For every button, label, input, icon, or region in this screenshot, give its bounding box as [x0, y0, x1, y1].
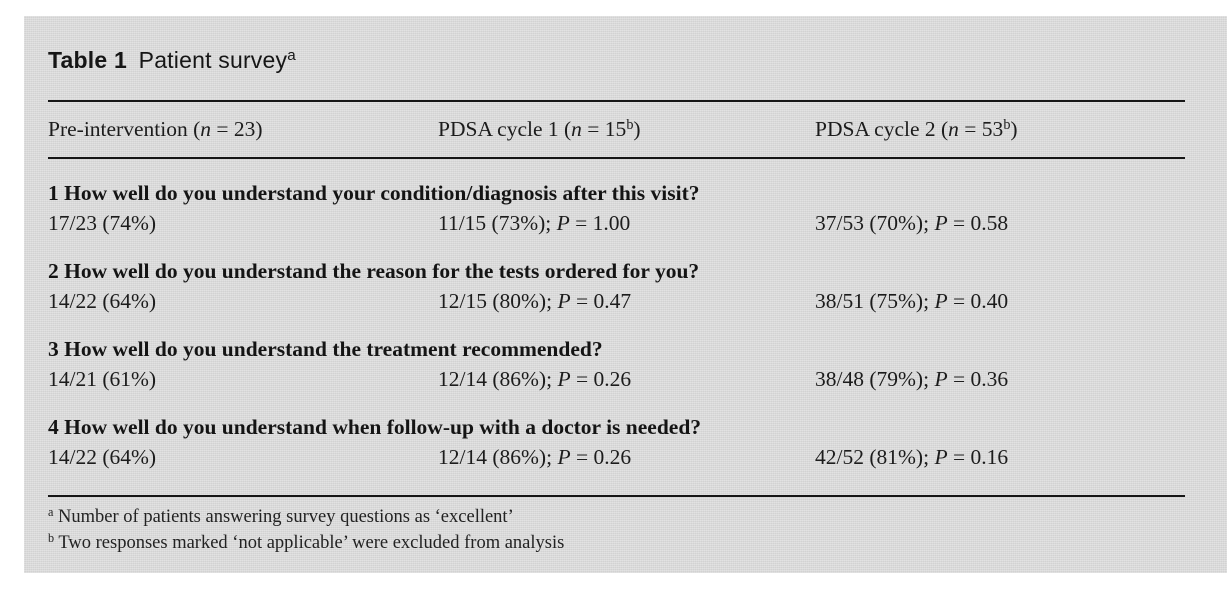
cell-pdsa-cycle-1: 12/14 (86%); P = 0.26: [438, 367, 632, 391]
cell-pdsa-cycle-1: 12/14 (86%); P = 0.26: [438, 445, 632, 469]
cell-pre-intervention: 14/22 (64%): [48, 289, 157, 313]
cell-pre-intervention: 14/22 (64%): [48, 445, 157, 469]
cell-pdsa-cycle-2: 38/51 (75%); P = 0.40: [815, 289, 1009, 313]
question-text: 1 How well do you understand your condit…: [48, 181, 700, 205]
cell-pre-intervention: 14/21 (61%): [48, 367, 157, 391]
cell-pdsa-cycle-2: 42/52 (81%); P = 0.16: [815, 445, 1009, 469]
column-header-pdsa-cycle-1: PDSA cycle 1 (n = 15b): [438, 116, 641, 141]
question-text: 2 How well do you understand the reason …: [48, 259, 700, 283]
table-header-row: Pre-intervention (n = 23) PDSA cycle 1 (…: [48, 102, 1185, 157]
footnote-a: a Number of patients answering survey qu…: [48, 504, 514, 527]
data-row: 14/22 (64%) 12/14 (86%); P = 0.26 42/52 …: [48, 443, 1185, 471]
data-row: 14/21 (61%) 12/14 (86%); P = 0.26 38/48 …: [48, 365, 1185, 393]
table-title: Table 1 Patient surveya: [48, 47, 296, 73]
data-row: 17/23 (74%) 11/15 (73%); P = 1.00 37/53 …: [48, 209, 1185, 237]
question-text: 4 How well do you understand when follow…: [48, 415, 702, 439]
column-header-pdsa-cycle-2: PDSA cycle 2 (n = 53b): [815, 116, 1018, 141]
table-rule-footnote-top: [48, 495, 1185, 497]
cell-pdsa-cycle-1: 11/15 (73%); P = 1.00: [438, 211, 631, 235]
table-row: 3 How well do you understand the treatme…: [48, 335, 1185, 393]
cell-pdsa-cycle-1: 12/15 (80%); P = 0.47: [438, 289, 632, 313]
table-row: 2 How well do you understand the reason …: [48, 257, 1185, 315]
footnotes: a Number of patients answering survey qu…: [48, 504, 1185, 556]
cell-pdsa-cycle-2: 37/53 (70%); P = 0.58: [815, 211, 1009, 235]
column-header-pre-intervention: Pre-intervention (n = 23): [48, 117, 263, 141]
table-row: 4 How well do you understand when follow…: [48, 413, 1185, 471]
table-row: 1 How well do you understand your condit…: [48, 179, 1185, 237]
table-rule-header-bottom: [48, 157, 1185, 159]
table-card: Table 1 Patient surveya Pre-intervention…: [24, 16, 1227, 573]
data-row: 14/22 (64%) 12/15 (80%); P = 0.47 38/51 …: [48, 287, 1185, 315]
cell-pdsa-cycle-2: 38/48 (79%); P = 0.36: [815, 367, 1009, 391]
footnote-b: b Two responses marked ‘not applicable’ …: [48, 530, 565, 553]
table-rule-top: [48, 100, 1185, 102]
question-text: 3 How well do you understand the treatme…: [48, 337, 603, 361]
cell-pre-intervention: 17/23 (74%): [48, 211, 157, 235]
